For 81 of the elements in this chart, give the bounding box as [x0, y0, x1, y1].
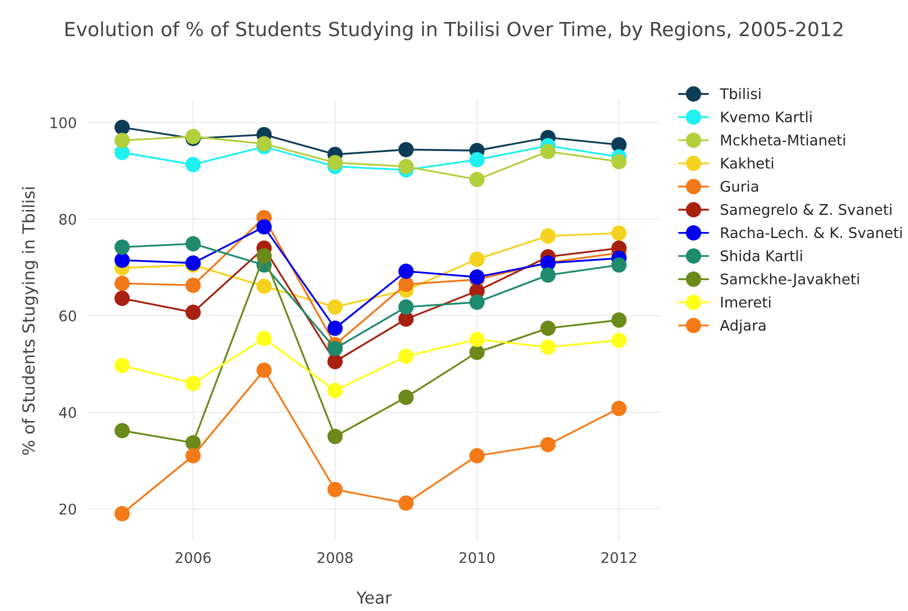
- point: [540, 437, 556, 452]
- point: [398, 158, 414, 174]
- x-axis-title: Year: [356, 591, 392, 604]
- point: [185, 435, 201, 450]
- point: [327, 299, 343, 315]
- point: [114, 358, 130, 374]
- legend-label: Kakheti: [721, 157, 774, 169]
- point: [398, 348, 414, 364]
- point: [327, 482, 343, 498]
- point: [398, 142, 414, 158]
- point: [185, 278, 201, 293]
- chart-title: Evolution of % of Students Studying in Tbilisi Over Time, by Regions, 2005-2012: [66, 21, 842, 40]
- point: [469, 448, 485, 464]
- point: [398, 299, 414, 315]
- point: [611, 257, 627, 273]
- point: [185, 376, 201, 391]
- y-tick-label: 40: [59, 407, 76, 418]
- point: [114, 120, 130, 136]
- x-tick-label: 2012: [601, 552, 636, 564]
- point: [469, 252, 485, 267]
- y-tick-label: 20: [59, 504, 76, 515]
- point: [114, 422, 130, 438]
- point: [256, 136, 272, 152]
- point: [327, 340, 343, 356]
- point: [327, 428, 343, 444]
- point: [185, 304, 201, 320]
- point: [469, 152, 485, 168]
- point: [327, 382, 343, 398]
- legend-label: Imereti: [721, 296, 770, 308]
- point: [114, 290, 130, 306]
- point: [469, 344, 485, 360]
- legend-label: Shida Kartli: [720, 250, 802, 262]
- y-tick-label: 60: [59, 310, 76, 322]
- point: [398, 495, 414, 511]
- legend-label: Samegrelo & Z. Svaneti: [720, 204, 892, 218]
- x-tick-label: 2008: [318, 552, 353, 564]
- point: [114, 239, 130, 255]
- point: [540, 144, 556, 160]
- point: [114, 276, 130, 291]
- y-tick-label: 80: [59, 214, 76, 225]
- legend-label: Tbilisi: [720, 88, 760, 100]
- point: [611, 400, 627, 416]
- point: [469, 332, 485, 348]
- point: [469, 172, 485, 188]
- point: [327, 154, 343, 170]
- point: [469, 269, 485, 285]
- y-tick-label: 100: [50, 117, 76, 128]
- point: [185, 448, 201, 464]
- legend-label: Guria: [720, 180, 758, 192]
- point: [256, 362, 272, 378]
- point: [327, 320, 343, 336]
- point: [327, 354, 343, 370]
- point: [398, 264, 414, 279]
- point: [611, 225, 627, 241]
- point: [540, 268, 556, 283]
- x-tick-label: 2006: [176, 552, 211, 564]
- point: [540, 339, 556, 355]
- legend-label: Kvemo Kartli: [721, 111, 812, 122]
- point: [398, 276, 414, 292]
- point: [611, 312, 627, 328]
- point: [256, 278, 272, 294]
- point: [185, 236, 201, 252]
- legend-label: Mckheta-Mtianeti: [721, 134, 845, 146]
- legend-label: Samckhe-Javakheti: [720, 273, 859, 288]
- x-tick-label: 2010: [460, 552, 495, 564]
- point: [540, 228, 556, 244]
- point: [540, 320, 556, 336]
- point: [398, 390, 414, 405]
- legend-label: Adjara: [720, 320, 766, 334]
- point: [114, 506, 130, 522]
- point: [185, 156, 201, 172]
- point: [611, 332, 627, 348]
- y-axis-title: % of Students Stugying in Tbilisi: [22, 187, 38, 455]
- point: [256, 330, 272, 346]
- point: [256, 219, 272, 234]
- point: [469, 294, 485, 310]
- legend-label: Racha-Lech. & K. Svaneti: [721, 226, 902, 238]
- point: [114, 132, 130, 148]
- point: [611, 154, 627, 170]
- point: [256, 248, 272, 264]
- point: [114, 252, 130, 268]
